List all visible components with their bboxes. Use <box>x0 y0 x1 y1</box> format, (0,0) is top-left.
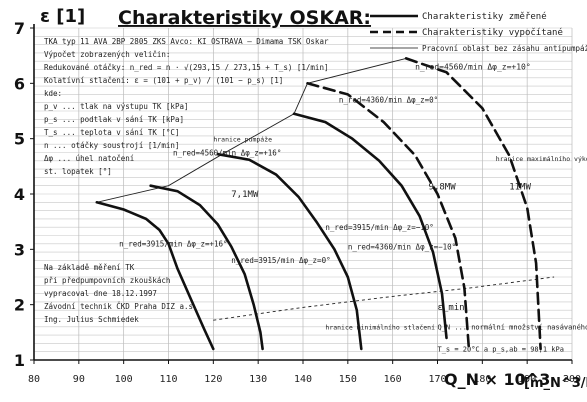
annotation: 7,1MW <box>231 190 259 200</box>
annotation: hranice minimálního stlačení <box>325 324 435 332</box>
chart-title: Charakteristiky OSKAR: <box>118 7 371 29</box>
grid <box>33 27 573 361</box>
annotation: n_red=4560/min Δφ_z=+16° <box>173 148 281 157</box>
boundary-min_stlaceni <box>213 276 555 321</box>
x-axis-unit: [m_N^3/h] <box>524 376 587 391</box>
header-note: p_s ... podtlak v sání TK [kPa] <box>44 115 184 124</box>
header-note: Redukované otáčky: n_red = n · √(293,15 … <box>44 63 328 72</box>
x-tick-label: 180 <box>473 374 491 385</box>
annotations: n_red=4560/min Δφ_z=+10° n_red=4360/min Δ… <box>119 63 587 354</box>
header-note: kde: <box>44 89 62 98</box>
x-tick-label: 200 <box>563 374 581 385</box>
annotation: Q_N ... normální množství nasávaného vzd… <box>438 324 587 332</box>
header-note: TKA typ 11 AVA 2ВР 2805 ZKS Avco: KI OST… <box>44 37 329 46</box>
x-tick-label: 120 <box>204 374 222 385</box>
x-tick-label: 90 <box>73 374 85 385</box>
x-tick-label: 130 <box>249 374 267 385</box>
series-line-1 <box>95 201 215 351</box>
bottom-note: Závodní technik ČKD Praha DIZ a.s. <box>44 302 198 311</box>
bottom-note: Na základě měření TK <box>44 263 135 272</box>
y-tick-label: 6 <box>14 74 25 93</box>
y-tick-label: 2 <box>14 296 25 315</box>
series-line-5 <box>306 82 471 351</box>
annotation: n_red=4360/min Δφ_z=0° <box>339 96 438 105</box>
y-tick-label: 1 <box>14 351 25 370</box>
header-note: st. lopatek [°] <box>44 167 112 176</box>
x-tick-label: 150 <box>339 374 357 385</box>
boundary-lines <box>96 57 555 321</box>
tick-labels: 80 90 100 110 120 130 140 150 160 170 180 190 200 1 2 3… <box>14 19 581 385</box>
x-tick-label: 170 <box>428 374 446 385</box>
legend-label-workarea: Pracovní oblast bez zásahu antipumpážní … <box>422 44 587 53</box>
header-note: Kolatívní stlačení: ε = (101 + p_v) / (1… <box>44 76 283 85</box>
annotation: n_red=4560/min Δφ_z=+10° <box>415 63 531 72</box>
annotation: n_red=3915/min Δφ_z=0° <box>231 256 330 265</box>
x-tick-label: 160 <box>384 374 402 385</box>
x-tick-label: 100 <box>115 374 133 385</box>
y-tick-label: 4 <box>14 185 25 204</box>
x-axis-label: Q_N × 10^3 <box>444 370 550 389</box>
x-tick-label: 190 <box>518 374 536 385</box>
annotation: ε_min <box>438 303 465 313</box>
annotation: T_s = 20°C a p_s,ab = 98,1 kPa <box>438 346 564 354</box>
bottom-note: při předpumpovních zkouškách <box>44 276 170 285</box>
bottom-note: Ing. Julius Schmiedek <box>44 315 139 324</box>
x-tick-label: 110 <box>159 374 177 385</box>
header-note: p_v ... tlak na výstupu TK [kPa] <box>44 102 189 111</box>
series-line-6 <box>404 57 542 351</box>
x-tick-label: 80 <box>28 374 40 385</box>
annotation: hranice pumpáže <box>213 135 272 143</box>
y-tick-label: 5 <box>14 130 25 149</box>
annotation: n_red=3915/min Δφ_z=−10° <box>325 223 433 232</box>
annotation: 9,8MW <box>429 183 457 193</box>
bottom-note: vypracoval dne 18.12.1997 <box>44 289 157 298</box>
y-tick-label: 3 <box>14 240 25 259</box>
bottom-notes: Na základě měření TK při předpumpovních z… <box>44 263 198 324</box>
chart-title-prefix: ε [1] <box>40 6 85 27</box>
header-note: T_s ... teplota v sání TK [°C] <box>44 128 179 137</box>
series-lines <box>95 57 542 351</box>
header-notes: TKA typ 11 AVA 2ВР 2805 ZKS Avco: KI OST… <box>44 37 329 176</box>
x-tick-label: 140 <box>294 374 312 385</box>
legend-label-computed: Charakteristiky vypočítané <box>422 27 563 38</box>
series-line-4 <box>292 112 448 340</box>
legend: Charakteristiky změřené Charakteristiky … <box>370 11 587 53</box>
header-note: Výpočet zobrazených veličin: <box>44 50 170 59</box>
annotation: n_red=4360/min Δφ_z=−10° <box>348 242 456 251</box>
header-note: n ... otáčky soustrojí [1/min] <box>44 141 179 150</box>
annotation: n_red=3915/min Δφ_z=+16° <box>119 240 227 249</box>
legend-label-measured: Charakteristiky změřené <box>422 11 547 22</box>
header-note: Δφ ... úhel natočení <box>44 154 134 163</box>
series-line-2 <box>149 184 264 351</box>
boundary-pumpáž <box>96 57 407 203</box>
annotation: hranice maximálního výkonu <box>496 155 587 163</box>
annotation: 11MW <box>509 183 531 193</box>
y-tick-label: 7 <box>14 19 25 38</box>
series-line-3 <box>216 152 363 351</box>
